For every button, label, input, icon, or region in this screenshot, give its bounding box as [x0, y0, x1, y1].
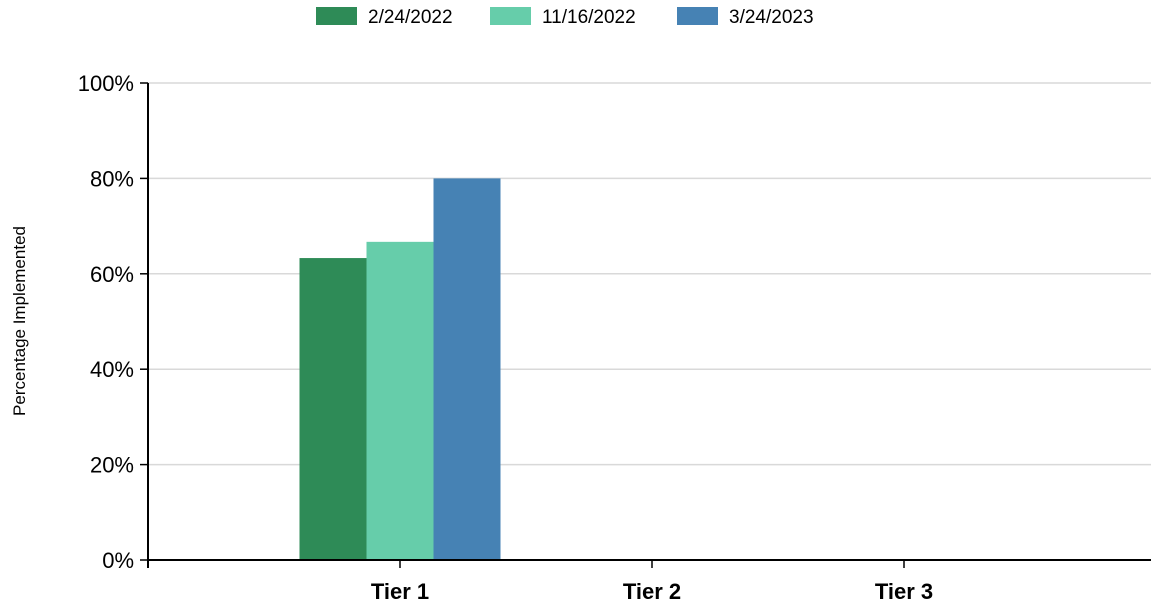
x-tick-label: Tier 1 — [371, 579, 429, 604]
legend-label: 2/24/2022 — [368, 7, 453, 28]
legend-label: 3/24/2023 — [729, 7, 814, 28]
x-axis-ticks: Tier 1 Tier 2 Tier 3 — [371, 560, 933, 604]
y-tick-label: 80% — [90, 166, 134, 191]
y-axis-title: Percentage Implemented — [10, 226, 29, 416]
legend-swatch — [490, 7, 531, 25]
y-tick-label: 40% — [90, 357, 134, 382]
x-tick-label: Tier 2 — [623, 579, 681, 604]
y-tick-label: 20% — [90, 453, 134, 478]
legend: 2/24/2022 11/16/2022 3/24/2023 — [316, 7, 814, 28]
y-tick-label: 100% — [78, 71, 134, 96]
legend-label: 11/16/2022 — [542, 7, 636, 28]
legend-swatch — [677, 7, 718, 25]
bar — [299, 258, 367, 560]
gridlines — [148, 82, 1151, 466]
axes — [147, 83, 1151, 568]
x-tick-label: Tier 3 — [875, 579, 933, 604]
y-axis-ticks: 0% 20% 40% 60% 80% 100% — [78, 71, 148, 573]
bar — [433, 178, 501, 560]
bars — [299, 178, 501, 560]
bar — [366, 241, 434, 560]
y-tick-label: 60% — [90, 262, 134, 287]
y-tick-label: 0% — [102, 548, 134, 573]
legend-swatch — [316, 7, 357, 25]
